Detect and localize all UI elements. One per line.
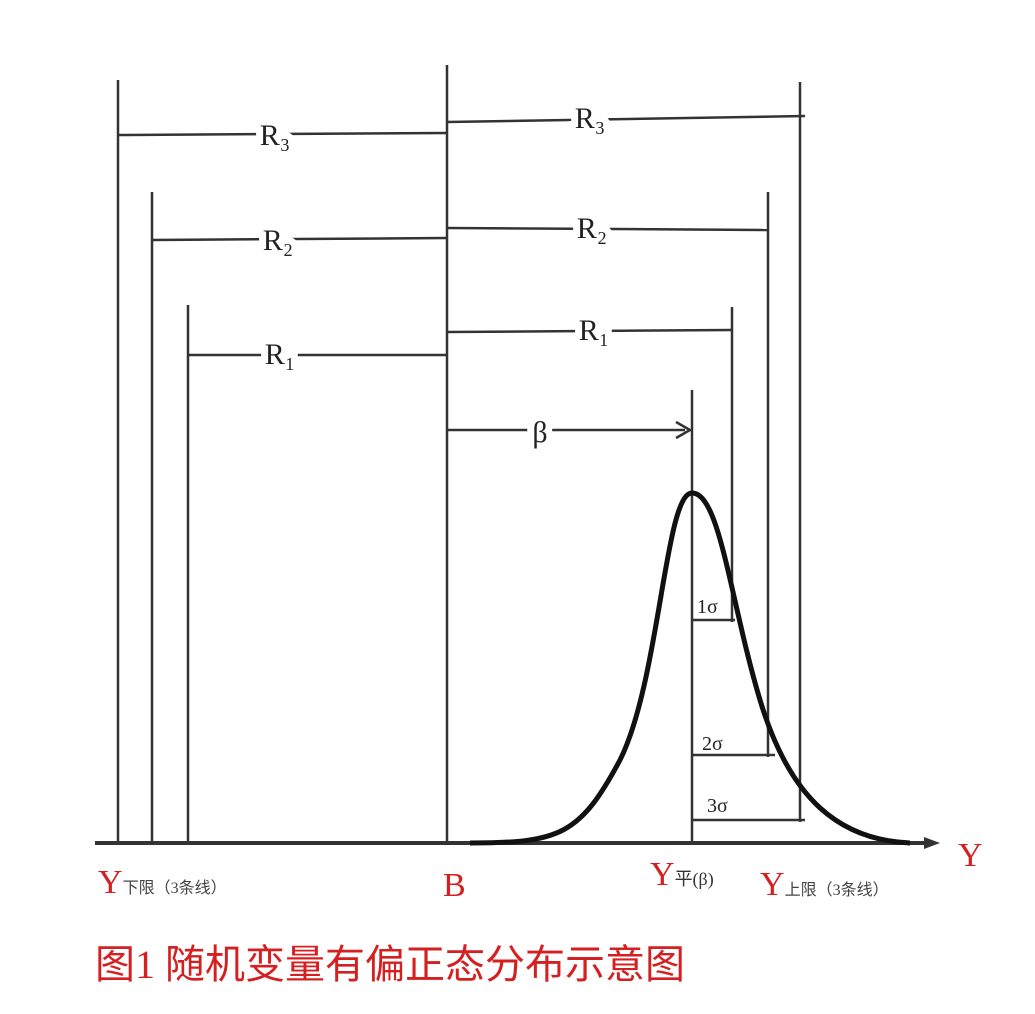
- sigma-label: 3σ: [707, 795, 728, 817]
- axis-label: Y: [958, 837, 983, 874]
- caption: 图1 随机变量有偏正态分布示意图: [95, 942, 685, 987]
- note: （3条线）: [817, 881, 889, 899]
- symbol: Y: [98, 864, 123, 901]
- bracket-label: R₂: [263, 224, 293, 257]
- bracket-label: R₁: [579, 314, 609, 347]
- bracket-label: R₂: [577, 212, 607, 245]
- bracket: [446, 226, 769, 232]
- symbol: Y: [650, 856, 675, 893]
- b-label: B: [443, 867, 466, 904]
- note: （3条线）: [155, 879, 227, 897]
- bracket-label: R₃: [575, 102, 605, 135]
- bracket-label: R₃: [260, 119, 290, 152]
- lines: [95, 65, 940, 849]
- bracket: [117, 131, 448, 137]
- beta-arrowhead: [675, 420, 693, 440]
- bracket-label: R₁: [265, 338, 295, 371]
- mean-label: Y平(β): [650, 856, 714, 893]
- sub: 平(β): [675, 869, 714, 890]
- bracket: [446, 114, 806, 124]
- upper-limit-label: Y上限（3条线）: [760, 866, 889, 903]
- sub: 下限: [123, 879, 155, 897]
- bracket: [151, 236, 448, 242]
- lower-limit-label: Y下限（3条线）: [98, 864, 227, 901]
- bracket: [446, 328, 733, 334]
- symbol: Y: [760, 866, 785, 903]
- sub: 上限: [785, 881, 817, 899]
- beta-label: β: [532, 416, 547, 449]
- distribution-curve: [469, 490, 911, 846]
- sigma-label: 2σ: [702, 733, 723, 755]
- sigma-label: 1σ: [697, 596, 718, 618]
- axis-arrow: [924, 837, 940, 849]
